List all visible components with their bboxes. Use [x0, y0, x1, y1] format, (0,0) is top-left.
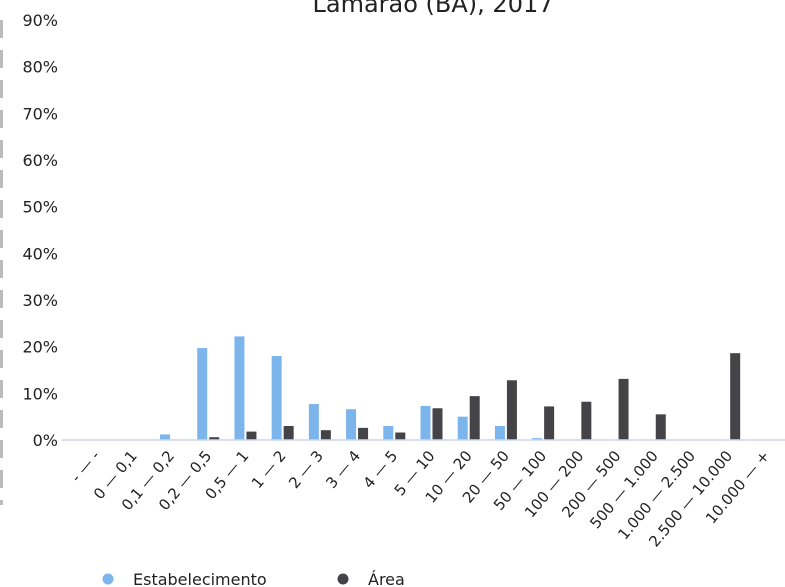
bar — [308, 404, 319, 440]
bar — [655, 414, 666, 440]
bar — [544, 406, 555, 440]
bar — [197, 348, 208, 440]
x-tick-label: 1 — 2 — [248, 447, 290, 492]
bar — [469, 396, 480, 440]
bar — [532, 438, 543, 440]
legend-label: Estabelecimento — [133, 570, 267, 587]
x-tick-label: 2 — 3 — [285, 447, 327, 492]
bar — [581, 401, 592, 440]
bar — [358, 427, 369, 440]
legend-label: Área — [368, 570, 405, 587]
bar — [420, 405, 431, 440]
bar — [234, 336, 245, 440]
bar — [283, 426, 294, 440]
bar — [320, 430, 331, 440]
bar — [160, 434, 171, 440]
bar — [383, 426, 394, 440]
bar — [271, 356, 282, 440]
y-tick-label: 0% — [33, 431, 58, 450]
y-tick-label: 20% — [22, 338, 58, 357]
bar — [395, 432, 406, 440]
y-tick-label: 50% — [22, 198, 58, 217]
y-tick-label: 60% — [22, 151, 58, 170]
bar — [618, 378, 629, 440]
x-tick-label: 3 — 4 — [322, 447, 364, 492]
chart-title: Lamarão (BA), 2017 — [313, 0, 554, 18]
y-tick-label: 70% — [22, 104, 58, 123]
bar — [432, 408, 443, 440]
bar — [346, 409, 357, 440]
x-tick-label: - — - — [67, 447, 104, 486]
y-tick-label: 90% — [22, 11, 58, 30]
bar — [457, 416, 468, 440]
legend-marker — [337, 573, 349, 585]
y-tick-label: 40% — [22, 244, 58, 263]
legend-marker — [102, 573, 114, 585]
bar — [494, 426, 505, 440]
y-tick-label: 80% — [22, 58, 58, 77]
bar — [209, 437, 220, 440]
bar — [246, 431, 257, 440]
y-tick-label: 30% — [22, 291, 58, 310]
bar — [730, 353, 741, 440]
bar — [506, 380, 517, 440]
y-tick-label: 10% — [22, 384, 58, 403]
